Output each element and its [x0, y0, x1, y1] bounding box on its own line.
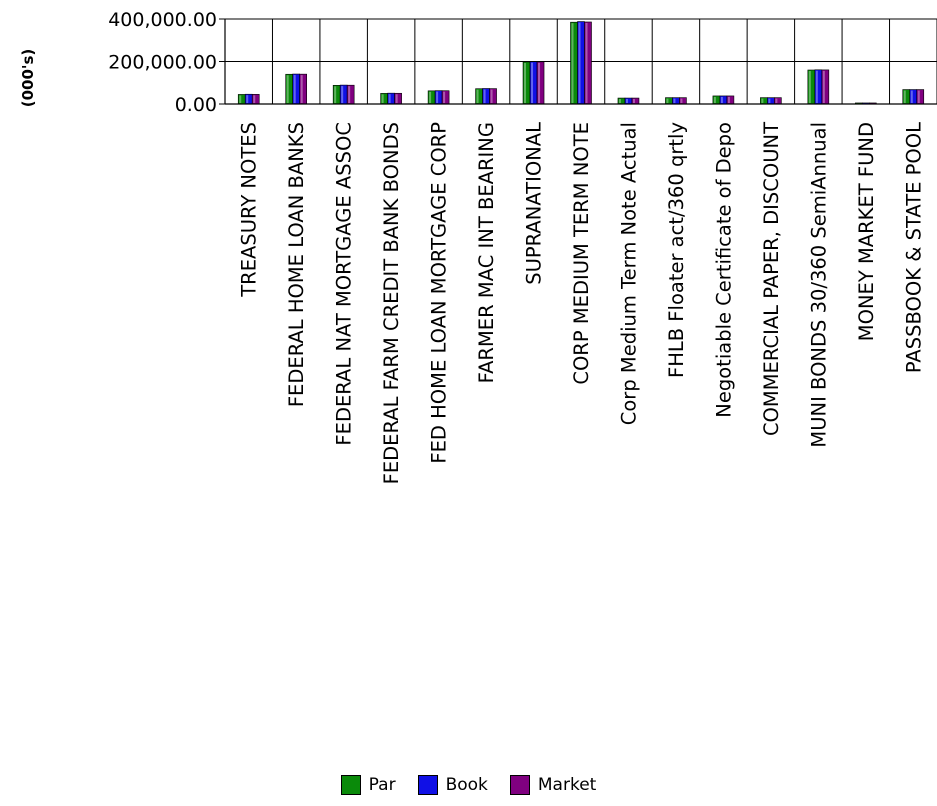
bar-highlight: [476, 89, 479, 103]
x-tick-label: FHLB Floater act/360 qrtly: [665, 122, 688, 378]
x-tick-label: FEDERAL NAT MORTGAGE ASSOC: [333, 122, 356, 446]
legend-item-par: Par: [340, 775, 396, 795]
bar-highlight: [903, 90, 906, 103]
bar-highlight: [666, 98, 669, 103]
bar-highlight: [808, 71, 811, 103]
x-tick-label: Negotiable Certificate of Depo: [712, 122, 735, 418]
bar-highlight: [571, 23, 574, 103]
bar-highlight: [348, 86, 351, 103]
y-axis-label: (000's): [19, 48, 37, 108]
bar-highlight: [761, 98, 764, 103]
bar-highlight: [341, 86, 344, 103]
bar-highlight: [585, 22, 588, 104]
bar-highlight: [395, 94, 398, 103]
bar-highlight: [720, 96, 723, 103]
bar-highlight: [293, 75, 296, 103]
bar-highlight: [538, 62, 541, 103]
bar-highlight: [483, 89, 486, 103]
bar-highlight: [300, 75, 303, 103]
legend-swatch: [509, 775, 530, 795]
x-tick-label: PASSBOOK & STATE POOL: [902, 122, 925, 373]
bar-highlight: [578, 22, 581, 103]
bar-highlight: [680, 98, 683, 103]
x-tick-label: MUNI BONDS 30/360 SemiAnnual: [807, 122, 830, 448]
bar-highlight: [917, 90, 920, 103]
legend-label: Par: [368, 775, 396, 795]
bar-highlight: [713, 96, 716, 103]
bar-highlight: [381, 94, 384, 103]
y-tick-label: 0.00: [175, 94, 217, 116]
x-tick-label: MONEY MARKET FUND: [855, 122, 878, 341]
bar-highlight: [239, 95, 242, 103]
bar-highlight: [727, 96, 730, 103]
bar-highlight: [822, 70, 825, 103]
bar-highlight: [388, 94, 391, 103]
x-tick-label: COMMERCIAL PAPER, DISCOUNT: [760, 122, 783, 436]
x-tick-label: FARMER MAC INT BEARING: [475, 122, 498, 383]
y-tick-label: 400,000.00: [108, 9, 217, 31]
x-tick-label: Corp Medium Term Note Actual: [617, 122, 640, 425]
bar-highlight: [286, 75, 289, 103]
bar-highlight: [531, 62, 534, 103]
legend-swatch: [417, 775, 438, 795]
bar-highlight: [524, 62, 527, 103]
x-tick-label: TREASURY NOTES: [238, 122, 261, 298]
legend-item-market: Market: [509, 775, 597, 795]
bar-highlight: [246, 95, 249, 103]
x-tick-label: FED HOME LOAN MORTGAGE CORP: [428, 122, 451, 464]
bar-highlight: [618, 99, 621, 103]
legend-label: Market: [537, 775, 597, 795]
bar-highlight: [775, 98, 778, 103]
bar-highlight: [436, 91, 439, 103]
bar-highlight: [673, 98, 676, 103]
bar-highlight: [490, 89, 493, 103]
bar-highlight: [910, 90, 913, 103]
x-tick-label: SUPRANATIONAL: [523, 122, 546, 285]
bar-highlight: [429, 91, 432, 103]
y-tick-label: 200,000.00: [108, 52, 217, 74]
bar-highlight: [815, 70, 818, 103]
bar-highlight: [625, 99, 628, 103]
legend-swatch: [340, 775, 361, 795]
bar-highlight: [768, 98, 771, 103]
bar-highlight: [443, 91, 446, 103]
x-tick-label: CORP MEDIUM TERM NOTE: [570, 122, 593, 385]
x-tick-label: FEDERAL HOME LOAN BANKS: [285, 122, 308, 407]
legend-item-book: Book: [417, 775, 488, 795]
legend: Par Book Market: [0, 775, 937, 795]
legend-label: Book: [445, 775, 488, 795]
x-tick-label: FEDERAL FARM CREDIT BANK BONDS: [380, 122, 403, 484]
bar-highlight: [334, 86, 337, 103]
bar-highlight: [632, 99, 635, 103]
bar-highlight: [253, 95, 256, 103]
